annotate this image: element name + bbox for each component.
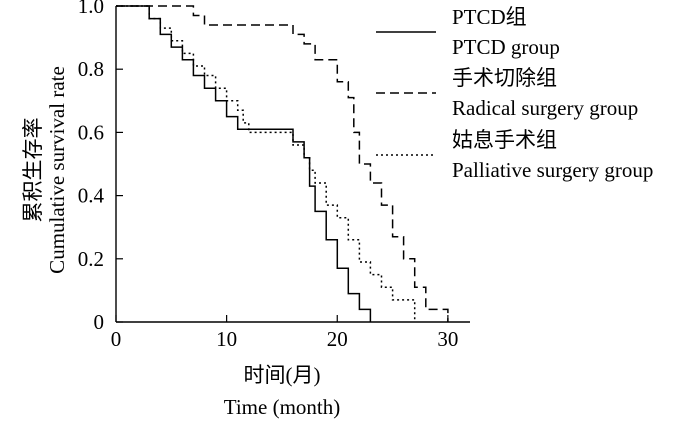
y-tick-label: 0.6 <box>78 120 104 144</box>
legend-label-radical-cn: 手术切除组 <box>452 66 557 90</box>
x-tick-label: 10 <box>216 327 237 351</box>
y-tick-label: 0.8 <box>78 57 104 81</box>
axes <box>115 6 470 323</box>
legend-label-ptcd-cn: PTCD组 <box>452 5 527 29</box>
series-line-ptcd <box>116 5 372 322</box>
legend: PTCD组 PTCD group 手术切除组 Radical surgery g… <box>376 5 653 182</box>
legend-label-ptcd-en: PTCD group <box>452 35 560 59</box>
xlabel-en: Time (month) <box>224 395 340 419</box>
x-tick-label: 30 <box>437 327 458 351</box>
y-tick-label: 1.0 <box>78 0 104 18</box>
legend-label-palliative-en: Palliative surgery group <box>452 158 653 182</box>
ylabel-cn: 累积生存率 <box>21 118 45 223</box>
ticks: 0 10 20 30 0 0.2 0.4 0.6 0.8 1.0 <box>78 0 459 351</box>
series-line-radical <box>116 5 449 322</box>
x-tick-label: 0 <box>111 327 122 351</box>
ylabel-en: Cumulative survival rate <box>45 66 69 274</box>
y-tick-label: 0 <box>94 310 105 334</box>
y-tick-label: 0.2 <box>78 247 104 271</box>
legend-label-palliative-cn: 姑息手术组 <box>452 128 557 152</box>
xlabel-cn: 时间(月) <box>244 363 321 387</box>
legend-label-radical-en: Radical surgery group <box>452 96 638 120</box>
y-tick-label: 0.4 <box>78 184 105 208</box>
series-layer <box>116 5 449 322</box>
x-tick-label: 20 <box>327 327 348 351</box>
